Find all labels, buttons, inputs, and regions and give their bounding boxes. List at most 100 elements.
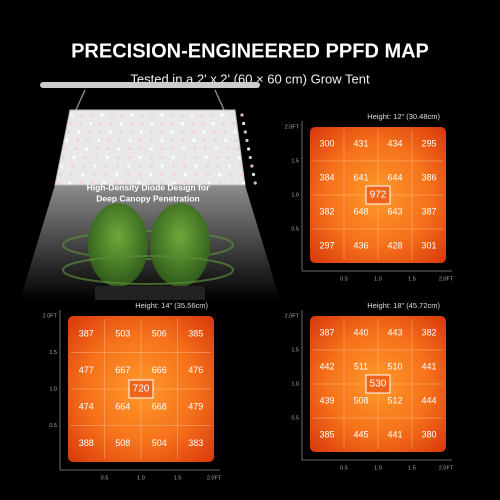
diode <box>170 130 175 134</box>
diode <box>90 113 94 117</box>
diode <box>92 172 96 177</box>
diode <box>61 155 65 160</box>
y-tick-label: 0.5 <box>291 226 299 232</box>
diode <box>140 121 144 126</box>
diode <box>102 181 106 185</box>
diode <box>201 121 205 126</box>
diode <box>230 113 234 117</box>
diode <box>160 121 164 126</box>
ppfd-value: 474 <box>79 402 94 412</box>
ppfd-value: 441 <box>387 429 402 439</box>
diode <box>218 181 222 185</box>
diode <box>127 164 131 168</box>
ppfd-value: 503 <box>115 329 130 339</box>
diode <box>248 155 252 160</box>
diode <box>194 172 199 177</box>
ppfd-value: 442 <box>319 361 334 371</box>
x-tick-label: 1.5 <box>408 465 416 471</box>
diode <box>213 138 217 143</box>
diode <box>129 130 133 134</box>
diode <box>215 155 219 160</box>
y-tick-label: 1.0 <box>291 192 299 198</box>
diode <box>160 130 164 134</box>
diode <box>91 181 95 185</box>
diode <box>216 164 220 168</box>
diode <box>129 121 134 126</box>
diode <box>104 164 108 168</box>
diode <box>110 113 114 117</box>
diode <box>203 147 207 151</box>
diode <box>85 147 89 151</box>
diode <box>180 121 185 126</box>
x-tick-label: 1.0 <box>374 465 382 471</box>
ppfd-value: 295 <box>421 138 436 148</box>
ppfd-value: 439 <box>319 395 334 405</box>
y-tick-label: 2.0FT <box>285 124 300 130</box>
ppfd-value: 387 <box>421 206 436 216</box>
diode <box>149 138 154 143</box>
diode <box>202 130 206 134</box>
diode <box>126 181 130 185</box>
diode <box>99 121 103 126</box>
ppfd-value: 434 <box>387 138 402 148</box>
diode <box>150 113 154 117</box>
ppfd-value: 504 <box>152 438 167 448</box>
diode <box>242 181 246 185</box>
diode <box>139 130 143 134</box>
diode <box>195 181 199 185</box>
diode <box>149 164 153 168</box>
height-label: Height: 12" (30.48cm) <box>367 112 440 121</box>
ppfd-value: 387 <box>79 329 94 339</box>
height-label: Height: 18" (45.72cm) <box>367 301 440 310</box>
ppfd-value: 666 <box>152 365 167 375</box>
diode <box>72 155 76 160</box>
ppfd-value: 443 <box>387 327 402 337</box>
diode <box>172 181 176 185</box>
diode <box>191 130 195 134</box>
ppfd-value: 382 <box>421 327 436 337</box>
diode <box>253 181 257 185</box>
diode <box>115 164 120 168</box>
y-tick-label: 1.5 <box>291 347 299 353</box>
ppfd-value: 385 <box>188 329 203 339</box>
diode <box>94 155 98 160</box>
x-tick-label: 1.0 <box>374 276 382 282</box>
diode <box>149 181 153 185</box>
center-marker <box>365 374 391 394</box>
ppfd-value: 664 <box>115 402 130 412</box>
diode <box>251 172 256 177</box>
ppfd-value: 667 <box>115 365 130 375</box>
diode <box>68 121 72 126</box>
ppfd-value: 648 <box>353 206 368 216</box>
diode <box>225 147 229 151</box>
diode <box>231 121 236 126</box>
diode <box>171 138 175 143</box>
diode <box>234 138 238 143</box>
diode <box>183 164 187 168</box>
diode <box>150 130 154 134</box>
ppfd-value: 510 <box>387 361 402 371</box>
diode <box>138 164 142 168</box>
diode <box>86 138 90 143</box>
diode <box>172 172 176 177</box>
diode <box>193 155 197 160</box>
ppfd-value: 382 <box>319 206 334 216</box>
y-tick-label: 2.0FT <box>43 313 58 319</box>
center-marker <box>128 379 154 399</box>
diode <box>206 172 210 177</box>
diode <box>137 172 142 177</box>
diode <box>212 130 216 134</box>
diode <box>120 113 124 117</box>
diode <box>128 138 132 143</box>
diode <box>118 138 122 143</box>
diode <box>150 121 154 126</box>
diode <box>170 121 174 126</box>
diode <box>127 155 131 160</box>
diode <box>130 113 134 117</box>
diode <box>182 147 186 151</box>
diode <box>220 113 224 117</box>
y-tick-label: 1.5 <box>49 350 57 356</box>
ppfd-value: 385 <box>319 429 334 439</box>
ppfd-value: 436 <box>353 240 368 250</box>
diode <box>139 138 143 143</box>
